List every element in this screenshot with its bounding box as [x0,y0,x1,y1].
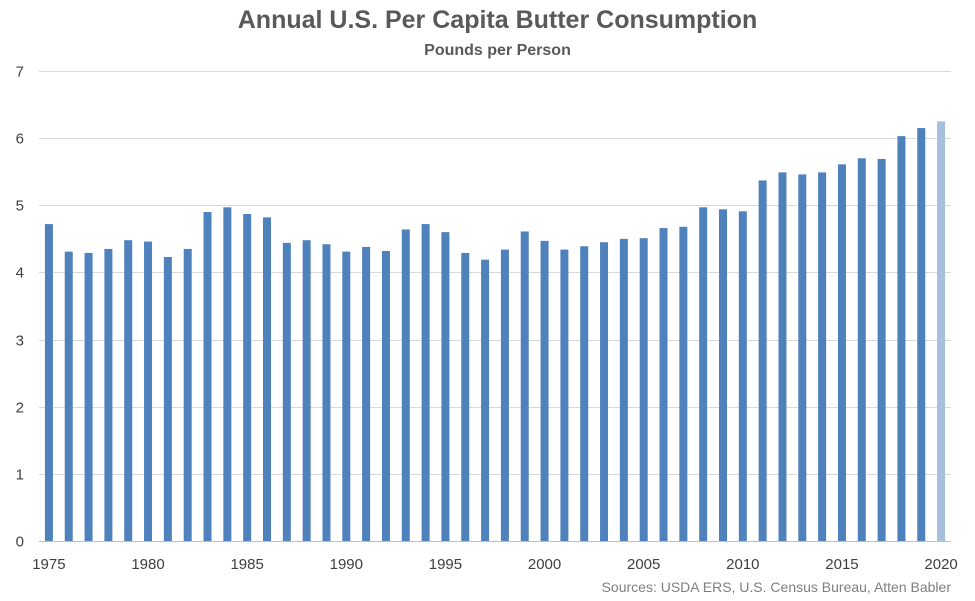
x-tick-label: 2000 [528,556,561,573]
bar: 1999: 4.61 [520,231,529,541]
y-axis-tick-labels: 0 1 2 3 4 5 6 7 [16,64,24,551]
bar: 1985: 4.87 [243,214,252,541]
y-tick-label: 6 [16,131,24,148]
bar: 2019: 6.15 [917,128,926,541]
x-tick-label: 1990 [330,556,363,573]
x-tick-label: 2015 [825,556,858,573]
x-tick-label: 1975 [32,556,65,573]
bar: 2012: 5.49 [778,172,787,541]
bar: 1981: 4.23 [163,256,172,541]
bar: 1977: 4.29 [84,252,93,541]
x-axis-tick-labels: 1975 1980 1985 1990 1995 2000 2005 2010 2015 2020 [32,556,958,573]
gridlines [39,71,951,542]
bar: 1979: 4.48 [124,240,133,541]
bar: 2005: 4.51 [639,238,648,541]
y-tick-label: 3 [16,333,24,350]
x-tick-label: 1985 [230,556,263,573]
bar: 2006: 4.66 [659,228,668,542]
bar: 2011: 5.37 [758,180,767,541]
bar: 1997: 4.19 [481,259,490,541]
bar: 1995: 4.6 [441,232,450,541]
bar: 1989: 4.42 [322,244,331,542]
bar: 1994: 4.72 [421,224,430,541]
bar: 2020: 6.25 [937,121,946,542]
bar: 2017: 5.69 [877,158,886,541]
bar: 2009: 4.94 [719,209,727,541]
bar: 2001: 4.34 [560,249,569,541]
bar: 1987: 4.44 [282,242,291,541]
bar: 2016: 5.7 [857,158,866,542]
bar: 1988: 4.48 [302,240,311,541]
bar: 1983: 4.9 [203,212,212,541]
bar: 2015: 5.61 [837,164,846,541]
bar: 1990: 4.31 [342,251,351,542]
x-tick-label: 2005 [627,556,660,573]
bar: 2004: 4.5 [619,238,628,542]
x-tick-label: 2010 [726,556,759,573]
bar: 1993: 4.64 [401,229,410,541]
y-tick-label: 4 [16,265,24,282]
chart-subtitle: Pounds per Person [424,42,571,59]
bar: 2000: 4.47 [540,240,549,541]
bar: 1984: 4.97 [223,207,232,542]
y-tick-label: 0 [16,534,24,551]
bar: 2018: 6.03 [897,136,906,541]
x-tick-label: 1995 [429,556,462,573]
bar: 2007: 4.68 [679,226,688,541]
bar: 1975: 4.72 [44,224,53,541]
bar: 1982: 4.35 [183,248,192,541]
bar: 1996: 4.29 [461,252,470,541]
bar: 1978: 4.35 [104,248,113,541]
chart-title: Annual U.S. Per Capita Butter Consumptio… [237,6,758,34]
bar: 2013: 5.46 [798,174,807,541]
source-note: Sources: USDA ERS, U.S. Census Bureau, A… [601,579,951,595]
bar: 2010: 4.91 [738,211,747,541]
bar: 1976: 4.31 [64,251,73,542]
bar: 1991: 4.38 [362,246,371,541]
y-tick-label: 7 [16,64,24,81]
x-tick-label: 2020 [924,556,957,573]
bar: 1986: 4.82 [263,217,271,541]
bar: 2002: 4.39 [580,246,589,542]
bar: 1998: 4.34 [500,249,509,541]
y-tick-label: 2 [16,400,24,417]
bar-series: 1975: 4.72 1976: 4.31 1977: 4.29 1978: 4.35… [44,121,946,542]
bar: 2008: 4.97 [699,207,708,542]
x-tick-label: 1980 [131,556,164,573]
y-tick-label: 1 [16,467,24,484]
bar: 2003: 4.45 [600,242,609,541]
bar: 1992: 4.32 [381,250,390,541]
bar: 1980: 4.46 [144,241,153,542]
y-tick-label: 5 [16,198,24,215]
bar: 2014: 5.49 [818,172,827,541]
